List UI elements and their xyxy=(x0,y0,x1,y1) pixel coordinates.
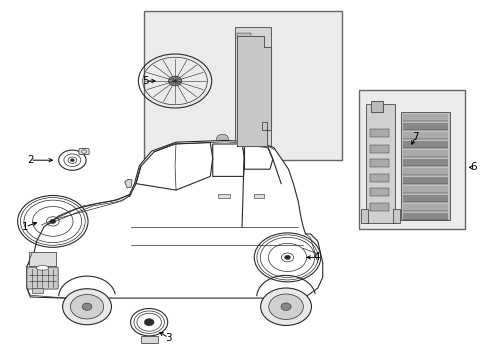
Circle shape xyxy=(70,159,74,162)
Bar xyxy=(402,123,447,130)
Polygon shape xyxy=(27,140,322,298)
Bar xyxy=(402,150,447,157)
FancyBboxPatch shape xyxy=(27,267,58,289)
Bar xyxy=(402,204,447,211)
Bar xyxy=(360,209,367,223)
Bar xyxy=(234,27,271,149)
Bar xyxy=(370,101,382,112)
Bar xyxy=(402,177,447,184)
Circle shape xyxy=(168,76,182,86)
Bar xyxy=(402,186,447,193)
Bar xyxy=(29,252,56,266)
Bar xyxy=(369,203,388,211)
Bar xyxy=(402,195,447,202)
Text: 7: 7 xyxy=(411,132,418,142)
Bar xyxy=(402,213,447,220)
Polygon shape xyxy=(237,36,271,146)
Circle shape xyxy=(268,294,303,319)
FancyBboxPatch shape xyxy=(79,149,89,154)
Bar xyxy=(254,194,264,198)
Bar xyxy=(217,194,229,198)
Bar xyxy=(241,90,259,97)
Circle shape xyxy=(82,303,92,310)
Bar xyxy=(402,141,447,148)
Text: 6: 6 xyxy=(469,162,476,172)
Bar xyxy=(402,159,447,166)
Text: 2: 2 xyxy=(27,155,34,165)
Circle shape xyxy=(216,134,228,143)
Bar xyxy=(141,336,157,343)
Circle shape xyxy=(284,255,290,260)
Circle shape xyxy=(50,219,56,224)
Bar xyxy=(144,11,342,160)
Ellipse shape xyxy=(36,266,48,270)
Bar xyxy=(359,90,464,229)
Bar xyxy=(369,129,388,137)
Bar xyxy=(365,104,394,223)
Bar xyxy=(241,76,259,83)
Bar xyxy=(237,33,250,39)
Bar xyxy=(402,114,447,121)
Bar xyxy=(369,174,388,182)
Bar xyxy=(241,61,259,68)
Circle shape xyxy=(70,294,103,319)
Text: 1: 1 xyxy=(22,222,29,232)
Polygon shape xyxy=(124,179,132,188)
Bar xyxy=(402,168,447,175)
Bar xyxy=(369,188,388,196)
Text: 3: 3 xyxy=(165,333,172,343)
Text: 5: 5 xyxy=(142,76,149,86)
Text: 4: 4 xyxy=(313,252,320,262)
Circle shape xyxy=(144,319,154,326)
Bar xyxy=(400,112,449,220)
Bar xyxy=(32,288,42,293)
Bar xyxy=(369,159,388,167)
Bar xyxy=(402,132,447,139)
Bar xyxy=(369,145,388,153)
Circle shape xyxy=(62,289,111,325)
Bar xyxy=(392,209,399,223)
Circle shape xyxy=(260,288,311,325)
Circle shape xyxy=(281,303,290,310)
Bar xyxy=(241,104,259,112)
